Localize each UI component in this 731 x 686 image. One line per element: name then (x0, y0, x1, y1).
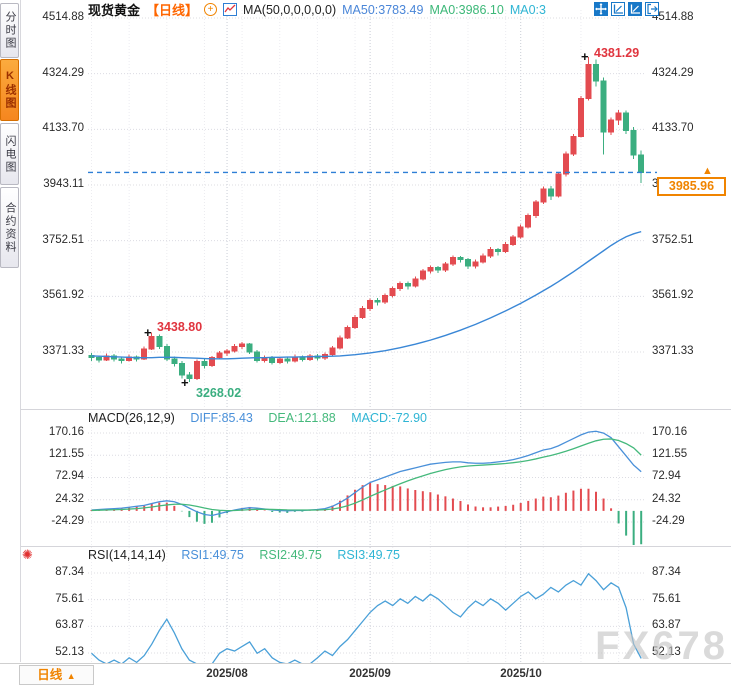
sidebar-tab-kline[interactable]: K线图 (0, 59, 19, 121)
bottom-bar: 日线 ▲ 2025/08 2025/09 2025/10 (0, 663, 731, 686)
symbol-name: 现货黄金 (88, 3, 141, 18)
x-axis-date-label: 2025/08 (206, 668, 248, 680)
ma0-value-2: MA0:3 (509, 2, 546, 17)
rsi2-value: RSI2:49.75 (259, 548, 322, 562)
indicator-settings-icon[interactable]: ✺ (22, 547, 33, 562)
pan-crosshair-icon[interactable] (594, 2, 608, 16)
add-indicator-icon[interactable]: + (204, 3, 218, 16)
x-axis-date-label: 2025/09 (349, 668, 391, 680)
sidebar-tab-timeshare[interactable]: 分时图 (0, 3, 19, 58)
chart-header: 现货黄金 【日线】 + MA(50,0,0,0,0,0) MA50:3783.4… (88, 1, 546, 19)
main-candles-layer (88, 57, 645, 383)
sidebar-tab-lightning[interactable]: 闪电图 (0, 123, 19, 185)
sidebar-tab-label: 分时图 (4, 11, 16, 50)
period-label: 【日线】 (146, 3, 199, 18)
low-price-annotation: 3268.02 (196, 386, 242, 400)
macd-dea-line (91, 438, 642, 512)
period-button-label: 日线 (37, 668, 63, 682)
rsi-panel-header: RSI(14,14,14) RSI1:49.75 RSI2:49.75 RSI3… (88, 548, 400, 562)
macd-dea-value: DEA:121.88 (268, 411, 336, 425)
mini-chart-icon (223, 3, 238, 16)
sidebar-tab-contract-info[interactable]: 合约资料 (0, 187, 19, 268)
period-selector-button[interactable]: 日线 ▲ (19, 665, 94, 685)
panel-divider (20, 546, 731, 547)
macd-diff-line (91, 430, 642, 517)
rsi1-value: RSI1:49.75 (181, 548, 244, 562)
sidebar-tab-label: K线图 (4, 70, 16, 110)
macd-diff-value: DIFF:85.43 (190, 411, 253, 425)
price-up-arrow-icon: ▲ (702, 165, 713, 177)
rsi-line (91, 572, 642, 665)
sidebar-tab-label: 合约资料 (4, 201, 16, 254)
ma50-line (91, 230, 642, 360)
exit-chart-icon[interactable] (645, 2, 659, 16)
rsi3-value: RSI3:49.75 (337, 548, 400, 562)
sidebar-tab-label: 闪电图 (4, 134, 16, 174)
swing-high-cross-marker: + (144, 325, 152, 340)
low-cross-marker: + (181, 375, 189, 390)
swing-high-annotation: 3438.80 (157, 320, 203, 334)
x-axis-date-label: 2025/10 (500, 668, 542, 680)
high-price-annotation: 4381.29 (594, 46, 640, 60)
chart-toolbar (594, 2, 659, 16)
indicator-name[interactable]: MA(50,0,0,0,0,0) (243, 2, 337, 17)
ma50-value: MA50:3783.49 (342, 2, 424, 17)
macd-panel-header: MACD(26,12,9) DIFF:85.43 DEA:121.88 MACD… (88, 411, 427, 425)
macd-macd-value: MACD:-72.90 (351, 411, 427, 425)
panel-divider (20, 409, 731, 410)
rsi-title[interactable]: RSI(14,14,14) (88, 548, 166, 562)
high-cross-marker: + (581, 49, 589, 64)
macd-title[interactable]: MACD(26,12,9) (88, 411, 175, 425)
axis-zoom-icon[interactable] (611, 2, 625, 16)
current-price-tag: 3985.96 (657, 177, 726, 196)
triangle-up-icon: ▲ (66, 671, 76, 681)
axis-zoom-active-icon[interactable] (628, 2, 642, 16)
ma0-value-1: MA0:3986.10 (429, 2, 504, 17)
left-sidebar: 分时图 K线图 闪电图 合约资料 (0, 0, 21, 662)
